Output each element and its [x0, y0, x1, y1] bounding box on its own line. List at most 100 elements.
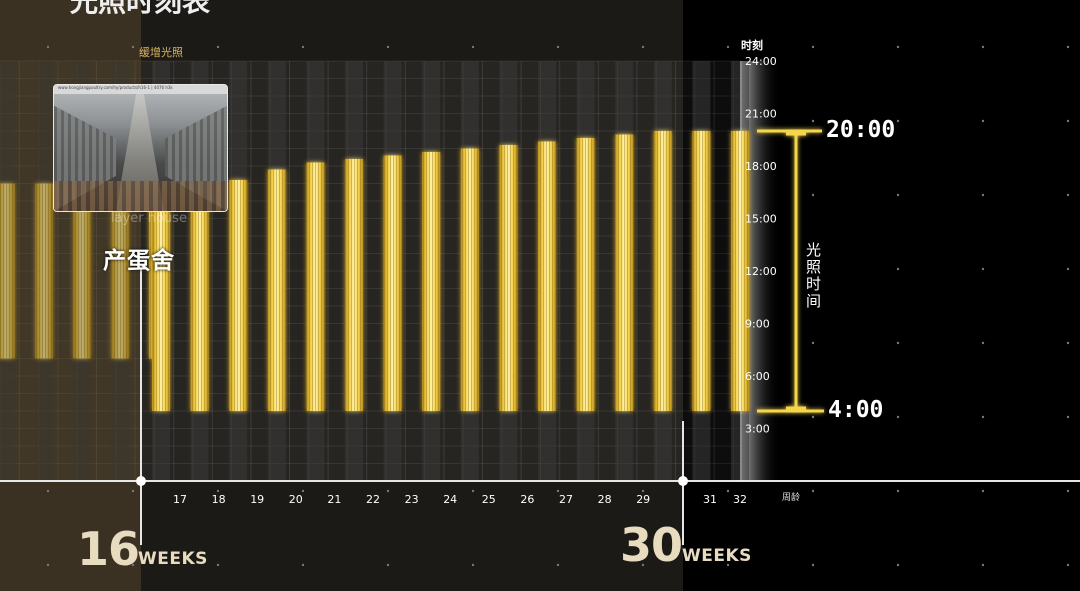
light-bar-texture — [383, 155, 402, 411]
thumbnail-caption-bar: www.hongjiangpoultry.com/hy/products/h16… — [54, 85, 227, 94]
y-tick-label: 15:00 — [745, 213, 777, 226]
light-bar-week-14 — [111, 183, 129, 359]
milestone-dot-week-16 — [136, 476, 146, 486]
house-sub-label: layer house — [111, 211, 187, 226]
layer-house-thumbnail: www.hongjiangpoultry.com/hy/products/h16… — [53, 84, 228, 212]
light-bar-week-11 — [0, 183, 15, 359]
milestone-16-number: 16 — [77, 522, 140, 576]
grid-dot — [216, 489, 220, 493]
milestone-30-number: 30 — [620, 518, 683, 572]
x-tick-label: 17 — [173, 493, 187, 506]
light-bar-week-31 — [731, 131, 749, 411]
x-tick-label: 22 — [366, 493, 380, 506]
light-bar-texture — [0, 183, 15, 359]
light-bar-week-26 — [538, 141, 556, 411]
x-tick-label: 25 — [482, 493, 496, 506]
grid-dot — [896, 563, 900, 567]
x-tick-label: 31 — [703, 493, 717, 506]
light-bar-texture — [692, 131, 711, 411]
light-bar-week-12 — [35, 183, 53, 359]
milestone-16-unit: WEEKS — [138, 549, 208, 569]
thumbnail-caption: www.hongjiangpoultry.com/hy/products/h16… — [58, 85, 173, 90]
light-end-label: 20:00 — [826, 117, 896, 143]
grid-dot — [131, 563, 135, 567]
light-bar-week-13 — [73, 183, 91, 359]
x-tick-label: 19 — [250, 493, 264, 506]
light-bar-texture — [267, 169, 286, 411]
grid-dot — [896, 415, 900, 419]
grid-dot — [641, 45, 645, 49]
grid-dot — [811, 341, 815, 345]
grid-dot — [811, 119, 815, 123]
light-bar-texture — [653, 131, 672, 411]
light-bar-texture — [345, 159, 363, 411]
y-tick-label: 21:00 — [745, 108, 777, 121]
light-bar-texture — [229, 180, 248, 411]
y-axis-label: 时刻 — [741, 39, 763, 52]
grid-dot — [1066, 489, 1070, 493]
grid-dot — [556, 45, 560, 49]
grid-dot — [811, 193, 815, 197]
light-bar-week-27 — [576, 138, 595, 411]
light-bar-texture — [190, 192, 209, 411]
grid-dot — [1066, 563, 1070, 567]
grid-dot — [301, 489, 305, 493]
grid-dot — [726, 489, 730, 493]
light-bar-texture — [111, 183, 129, 359]
light-bar-week-22 — [383, 155, 402, 411]
light-bar-week-25 — [499, 145, 518, 411]
grid-dot — [641, 563, 645, 567]
grid-dot — [1066, 119, 1070, 123]
x-tick-label: 20 — [289, 493, 303, 506]
y-tick-label: 18:00 — [745, 160, 777, 173]
grid-dot — [301, 45, 305, 49]
chart-title: 光照时刻表 — [70, 0, 211, 18]
light-bar-week-28 — [615, 134, 634, 411]
grid-dot — [386, 45, 390, 49]
grid-dot — [46, 563, 50, 567]
grid-dot — [981, 341, 985, 345]
grid-dot — [811, 563, 815, 567]
grid-dot — [981, 563, 985, 567]
light-bar-texture — [35, 183, 53, 359]
x-tick-label: 18 — [212, 493, 226, 506]
grid-dot — [811, 489, 815, 493]
grid-dot — [981, 45, 985, 49]
light-bar-texture — [460, 148, 479, 411]
light-bar-week-29 — [653, 131, 672, 411]
house-label: 产蛋舍 — [103, 248, 175, 274]
grid-dot — [981, 267, 985, 271]
light-bar-week-23 — [422, 152, 441, 411]
light-bar-week-18 — [229, 180, 248, 411]
grid-dot — [556, 563, 560, 567]
duration-bracket — [757, 129, 824, 413]
grid-dot — [726, 563, 730, 567]
grid-dot — [896, 489, 900, 493]
grid-dot — [1066, 415, 1070, 419]
x-tick-label: 26 — [520, 493, 534, 506]
y-tick-label: 6:00 — [745, 370, 770, 383]
y-tick-label: 24:00 — [745, 55, 777, 68]
light-bar-texture — [731, 131, 749, 411]
grid-dot — [386, 489, 390, 493]
light-bar-week-20 — [306, 162, 325, 411]
grid-dot — [46, 489, 50, 493]
grid-dot — [131, 45, 135, 49]
grid-dot — [981, 119, 985, 123]
grid-dot — [46, 45, 50, 49]
light-bar-week-30 — [692, 131, 711, 411]
grid-dot — [981, 415, 985, 419]
grid-dot — [471, 563, 475, 567]
light-bar-texture — [152, 201, 170, 411]
light-bar-week-21 — [345, 159, 363, 411]
milestone-dot-week-30 — [678, 476, 688, 486]
grid-dot — [386, 563, 390, 567]
x-tick-label: 24 — [443, 493, 457, 506]
phase-label: 缓增光照 — [139, 46, 183, 59]
grid-dot — [896, 341, 900, 345]
hens — [54, 181, 227, 211]
x-tick-label: 32 — [733, 493, 747, 506]
grid-dot — [1066, 341, 1070, 345]
grid-dot — [811, 267, 815, 271]
light-bar-week-19 — [267, 169, 286, 411]
